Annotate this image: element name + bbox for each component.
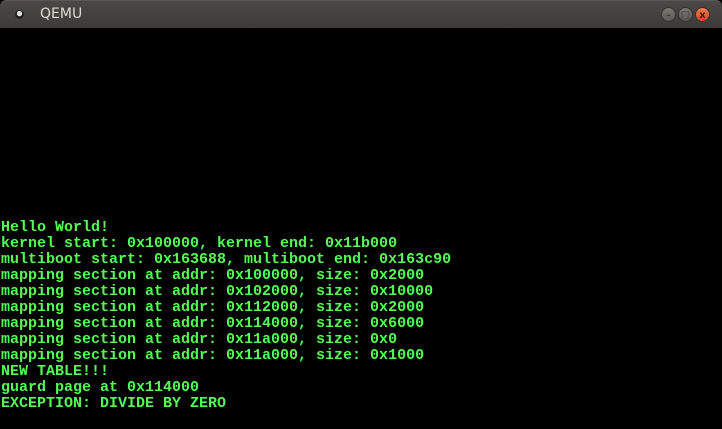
console-line: Hello World! [1,219,110,236]
console-line: mapping section at addr: 0x112000, size:… [1,299,425,316]
console-line: guard page at 0x114000 [1,379,200,396]
console-line: EXCEPTION: DIVIDE BY ZERO [1,395,227,412]
vga-console[interactable]: Hello World! kernel start: 0x100000, kern… [1,28,721,428]
title-bar[interactable]: QEMU – □ x [0,0,722,28]
console-line: mapping section at addr: 0x114000, size:… [1,315,425,332]
console-line: mapping section at addr: 0x11a000, size:… [1,331,398,348]
console-line: mapping section at addr: 0x102000, size:… [1,283,434,300]
window-title: QEMU [40,6,83,22]
close-button[interactable]: x [695,7,710,22]
maximize-button[interactable]: □ [678,7,693,22]
console-line: mapping section at addr: 0x100000, size:… [1,267,425,284]
console-line: mapping section at addr: 0x11a000, size:… [1,347,425,364]
minimize-button[interactable]: – [661,7,676,22]
console-line: kernel start: 0x100000, kernel end: 0x11… [1,235,398,252]
qemu-app-icon [15,10,24,19]
console-line: multiboot start: 0x163688, multiboot end… [1,251,452,268]
console-line: NEW TABLE!!! [1,363,110,380]
